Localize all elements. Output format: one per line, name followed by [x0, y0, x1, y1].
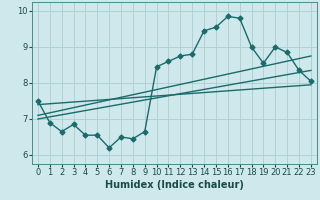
X-axis label: Humidex (Indice chaleur): Humidex (Indice chaleur): [105, 180, 244, 190]
